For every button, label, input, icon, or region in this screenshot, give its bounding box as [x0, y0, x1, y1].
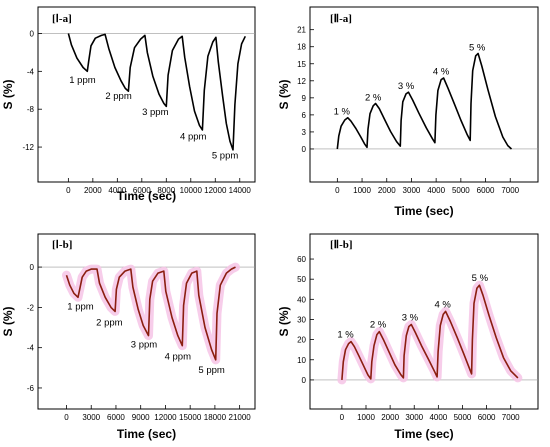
x-tick-label: 4000 [108, 186, 126, 195]
x-axis-label: Time (sec) [394, 427, 453, 441]
y-tick-label: 50 [297, 275, 306, 284]
concentration-annotation: 1 ppm [69, 75, 95, 86]
concentration-annotation: 1 % [337, 330, 354, 341]
concentration-annotation: 4 % [433, 67, 450, 78]
concentration-annotation: 2 % [365, 92, 382, 103]
x-tick-label: 4000 [427, 186, 445, 195]
x-tick-label: 1000 [353, 186, 371, 195]
panel-II-b: 0 10 20 30 40 50 60 0 1000 2000 3000 4000 5000 6000 70… [277, 233, 539, 441]
concentration-annotation: 4 % [435, 299, 452, 310]
y-tick-label: 6 [302, 111, 307, 120]
panel-I-a: 0 -4 -8 -12 0 2000 4000 6000 8000 10000 12000 14000… [1, 6, 256, 203]
y-tick-label: 30 [297, 315, 306, 324]
y-tick-label: 9 [302, 94, 307, 103]
y-tick-label: 0 [30, 29, 35, 38]
x-tick-label: 6000 [107, 413, 125, 422]
concentration-annotation: 1 ppm [67, 301, 93, 312]
x-axis-label: Time (sec) [117, 189, 176, 203]
x-tick-label: 3000 [403, 186, 421, 195]
series-line [341, 284, 519, 380]
concentration-annotation: 4 ppm [165, 352, 191, 363]
x-tick-label: 0 [66, 186, 71, 195]
x-tick-label: 3000 [82, 413, 100, 422]
concentration-annotation: 3 ppm [142, 107, 168, 118]
x-tick-label: 7000 [501, 186, 519, 195]
x-tick-label: 21000 [229, 413, 252, 422]
panel-I-b: 0 -2 -4 -6 0 3000 6000 9000 12000 15000 18000 21000… [1, 233, 256, 441]
x-tick-label: 2000 [84, 186, 102, 195]
plot-frame [309, 6, 539, 183]
plot-frame [37, 6, 256, 183]
x-tick-label: 9000 [132, 413, 150, 422]
y-axis-label: S (%) [277, 306, 291, 336]
x-tick-label: 5000 [454, 413, 472, 422]
y-tick-label: -4 [27, 344, 35, 353]
x-tick-label: 0 [335, 186, 340, 195]
x-tick-label: 14000 [229, 186, 252, 195]
y-tick-label: -4 [27, 67, 35, 76]
y-axis-label: S (%) [277, 79, 291, 109]
y-tick-label: 21 [297, 26, 306, 35]
concentration-annotation: 5 % [472, 273, 489, 284]
y-tick-label: 12 [297, 77, 306, 86]
x-tick-label: 0 [340, 413, 345, 422]
y-tick-label: 20 [297, 336, 306, 345]
x-tick-label: 6000 [477, 186, 495, 195]
concentration-annotation: 1 % [334, 106, 351, 117]
concentration-annotation: 2 % [370, 320, 387, 331]
concentration-annotation: 2 ppm [96, 317, 122, 328]
x-tick-label: 15000 [179, 413, 202, 422]
y-tick-label: 18 [297, 43, 306, 52]
y-tick-label: -6 [27, 384, 35, 393]
x-tick-label: 2000 [378, 186, 396, 195]
x-tick-label: 1000 [357, 413, 375, 422]
x-tick-label: 0 [64, 413, 69, 422]
y-tick-label: 0 [30, 263, 35, 272]
concentration-annotation: 5 % [469, 42, 486, 53]
concentration-annotation: 2 ppm [105, 91, 131, 102]
concentration-annotation: 5 ppm [198, 365, 224, 376]
y-tick-label: 3 [302, 128, 307, 137]
y-tick-label: 0 [302, 376, 307, 385]
y-tick-label: -8 [27, 105, 35, 114]
y-tick-label: 0 [302, 145, 307, 154]
x-tick-label: 8000 [157, 186, 175, 195]
x-tick-label: 18000 [204, 413, 227, 422]
x-tick-label: 6000 [133, 186, 151, 195]
x-tick-label: 12000 [154, 413, 177, 422]
series-line [67, 33, 247, 151]
panel-title: [Ⅰ-b] [52, 239, 72, 251]
y-tick-label: 10 [297, 356, 306, 365]
x-tick-label: 6000 [478, 413, 496, 422]
x-tick-label: 5000 [452, 186, 470, 195]
panel-II-a: 0 3 6 9 12 15 18 21 0 1000 2000 3000 4000 5000 6000 700… [277, 6, 539, 218]
concentration-annotation: 3 % [398, 81, 415, 92]
y-axis-label: S (%) [1, 79, 15, 109]
y-tick-label: 60 [297, 255, 306, 264]
panel-title: [Ⅰ-a] [52, 13, 72, 25]
x-tick-label: 3000 [405, 413, 423, 422]
concentration-annotation: 3 ppm [131, 340, 157, 351]
x-tick-label: 12000 [204, 186, 227, 195]
panel-title: [Ⅱ-a] [330, 13, 352, 25]
y-tick-label: 40 [297, 295, 306, 304]
y-axis-label: S (%) [1, 306, 15, 336]
y-tick-label: -2 [27, 303, 35, 312]
x-tick-label: 7000 [502, 413, 520, 422]
x-axis-label: Time (sec) [394, 204, 453, 218]
x-tick-label: 4000 [429, 413, 447, 422]
series-line [336, 52, 513, 150]
y-tick-label: -12 [22, 143, 34, 152]
concentration-annotation: 5 ppm [212, 151, 238, 162]
x-tick-label: 2000 [381, 413, 399, 422]
series-line [65, 266, 236, 361]
concentration-annotation: 3 % [402, 312, 419, 323]
x-tick-label: 10000 [180, 186, 203, 195]
y-tick-label: 15 [297, 60, 306, 69]
x-axis-label: Time (sec) [117, 427, 176, 441]
concentration-annotation: 4 ppm [180, 132, 206, 143]
panel-title: [Ⅱ-b] [330, 239, 353, 251]
